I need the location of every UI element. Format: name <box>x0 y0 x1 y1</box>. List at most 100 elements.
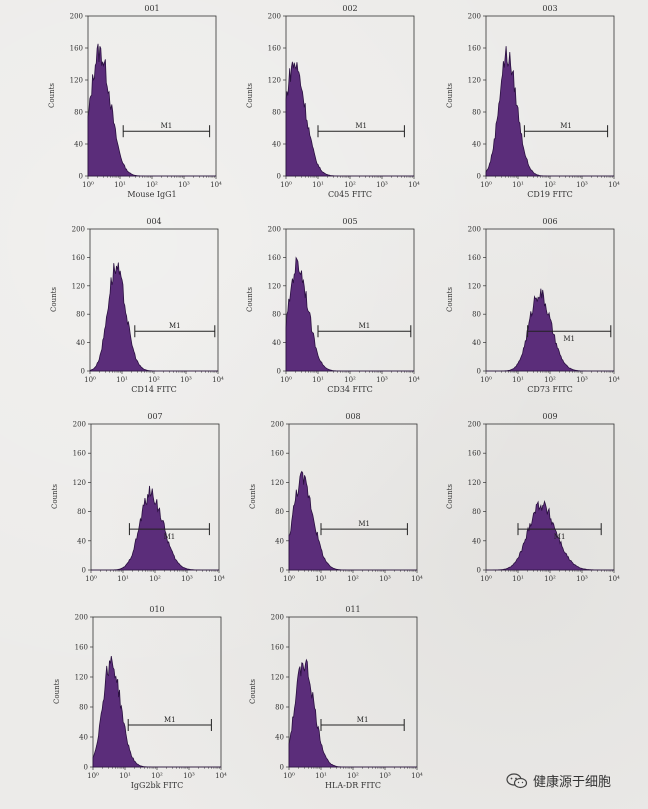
y-tick-label: 120 <box>268 77 281 85</box>
x-axis-label: C045 FITC <box>327 190 373 199</box>
x-tick-label: 10³ <box>181 575 193 583</box>
y-tick-label: 120 <box>70 77 83 85</box>
histogram-panel-011: 011 0 40 80 120 160 200 10⁰ 10¹ 10² 10³ 10⁴ M1 Counts… <box>249 605 423 790</box>
y-tick-label: 200 <box>73 421 86 429</box>
y-tick-label: 0 <box>277 173 281 181</box>
y-axis-label: Counts <box>446 287 454 312</box>
x-tick-label: 10⁰ <box>280 376 292 384</box>
histogram-plot: 0 40 80 120 160 200 10⁰ 10¹ 10² 10³ 10⁴ M1 <box>268 13 420 190</box>
y-tick-label: 200 <box>271 614 284 622</box>
x-tick-label: 10⁰ <box>283 575 295 583</box>
watermark-text: 健康源于细胞 <box>533 775 612 790</box>
y-tick-label: 0 <box>280 567 284 575</box>
x-tick-label: 10⁰ <box>280 181 292 189</box>
y-tick-label: 120 <box>468 479 481 487</box>
x-tick-label: 10² <box>344 181 356 189</box>
x-axis-label: HLA-DR FITC <box>325 781 381 790</box>
histogram-area <box>91 485 219 571</box>
x-tick-label: 10² <box>344 376 356 384</box>
x-tick-label: 10⁴ <box>608 376 620 384</box>
y-tick-label: 120 <box>271 674 284 682</box>
y-tick-label: 160 <box>73 450 86 458</box>
histogram-panel-004: 004 0 40 80 120 160 200 10⁰ 10¹ 10² 10³ 10⁴ M1 Counts… <box>50 217 224 394</box>
y-tick-label: 80 <box>77 508 86 516</box>
x-axis-label: CD19 FITC <box>527 190 573 199</box>
y-tick-label: 160 <box>468 45 481 53</box>
panel-title: 011 <box>345 605 361 614</box>
y-tick-label: 80 <box>79 704 88 712</box>
y-tick-label: 80 <box>74 109 83 117</box>
histogram-panel-010: 010 0 40 80 120 160 200 10⁰ 10¹ 10² 10³ 10⁴ M1 Counts… <box>53 605 227 790</box>
histogram-area <box>288 658 417 768</box>
y-tick-label: 200 <box>72 226 85 234</box>
x-tick-label: 10² <box>148 376 160 384</box>
panel-title: 006 <box>542 217 558 226</box>
x-tick-label: 10¹ <box>315 575 327 583</box>
x-tick-label: 10² <box>151 772 163 780</box>
watermark: 健康源于细胞 <box>506 771 611 790</box>
x-tick-label: 10² <box>544 376 556 384</box>
histogram-area <box>285 256 414 372</box>
histogram-area <box>486 288 614 372</box>
x-axis-label: IgG2bk FITC <box>130 781 184 790</box>
y-tick-label: 80 <box>275 704 284 712</box>
y-tick-label: 160 <box>268 45 281 53</box>
histogram-panel-005: 005 0 40 80 120 160 200 10⁰ 10¹ 10² 10³ 10⁴ M1 Counts… <box>246 217 420 394</box>
panel-title: 003 <box>542 4 558 13</box>
y-tick-label: 40 <box>472 141 481 149</box>
y-tick-label: 0 <box>84 764 88 772</box>
y-tick-label: 120 <box>75 674 88 682</box>
y-tick-label: 40 <box>74 141 83 149</box>
x-tick-label: 10⁴ <box>213 575 225 583</box>
y-axis-label: Counts <box>446 484 454 509</box>
x-tick-label: 10³ <box>178 181 190 189</box>
y-tick-label: 160 <box>271 644 284 652</box>
y-tick-label: 40 <box>472 537 481 545</box>
x-tick-label: 10⁰ <box>82 181 94 189</box>
x-axis-label: CD73 FITC <box>527 385 573 394</box>
gate-label: M1 <box>164 716 176 724</box>
histogram-plot: 0 40 80 120 160 200 10⁰ 10¹ 10² 10³ 10⁴ M1 <box>468 13 620 190</box>
x-tick-label: 10⁰ <box>283 772 295 780</box>
x-axis-label: CD14 FITC <box>131 385 177 394</box>
x-tick-label: 10³ <box>183 772 195 780</box>
histogram-area <box>288 470 417 571</box>
gate-label: M1 <box>169 322 181 330</box>
wechat-icon <box>506 772 528 789</box>
y-tick-label: 120 <box>271 479 284 487</box>
histogram-panel-007: 007 0 40 80 120 160 200 10⁰ 10¹ 10² 10³ 10⁴ M1 Counts <box>51 412 225 584</box>
histogram-panel-002: 002 0 40 80 120 160 200 10⁰ 10¹ 10² 10³ 10⁴ M1 Counts… <box>246 4 420 199</box>
histogram-plot: 0 40 80 120 160 200 10⁰ 10¹ 10² 10³ 10⁴ M1 <box>268 226 420 385</box>
gate-label: M1 <box>164 533 176 541</box>
y-tick-label: 40 <box>275 734 284 742</box>
x-tick-label: 10¹ <box>116 376 128 384</box>
y-axis-label: Counts <box>446 83 454 108</box>
y-tick-label: 200 <box>70 13 83 21</box>
panel-title: 005 <box>342 217 358 226</box>
y-tick-label: 0 <box>477 567 481 575</box>
histogram-area <box>89 262 218 372</box>
histogram-plot: 0 40 80 120 160 200 10⁰ 10¹ 10² 10³ 10⁴ M1 <box>271 421 423 584</box>
y-tick-label: 40 <box>79 734 88 742</box>
y-tick-label: 40 <box>76 339 85 347</box>
y-tick-label: 40 <box>275 537 284 545</box>
x-tick-label: 10³ <box>576 376 588 384</box>
histogram-plot: 0 40 80 120 160 200 10⁰ 10¹ 10² 10³ 10⁴ M1 <box>73 421 225 584</box>
y-tick-label: 200 <box>468 13 481 21</box>
y-tick-label: 160 <box>271 450 284 458</box>
panel-title: 004 <box>146 217 162 226</box>
gate-label: M1 <box>560 122 572 130</box>
y-tick-label: 120 <box>268 282 281 290</box>
y-tick-label: 0 <box>82 567 86 575</box>
histogram-plot: 0 40 80 120 160 200 10⁰ 10¹ 10² 10³ 10⁴ M1 <box>70 13 222 190</box>
x-tick-label: 10² <box>149 575 161 583</box>
x-tick-label: 10¹ <box>114 181 126 189</box>
x-tick-label: 10⁰ <box>480 376 492 384</box>
y-tick-label: 0 <box>477 368 481 376</box>
histogram-panel-009: 009 0 40 80 120 160 200 10⁰ 10¹ 10² 10³ 10⁴ M1 Counts <box>446 412 620 583</box>
y-tick-label: 200 <box>268 226 281 234</box>
x-tick-label: 10⁴ <box>212 376 224 384</box>
x-tick-label: 10⁴ <box>411 575 423 583</box>
x-tick-label: 10⁴ <box>411 772 423 780</box>
y-tick-label: 200 <box>468 226 481 234</box>
